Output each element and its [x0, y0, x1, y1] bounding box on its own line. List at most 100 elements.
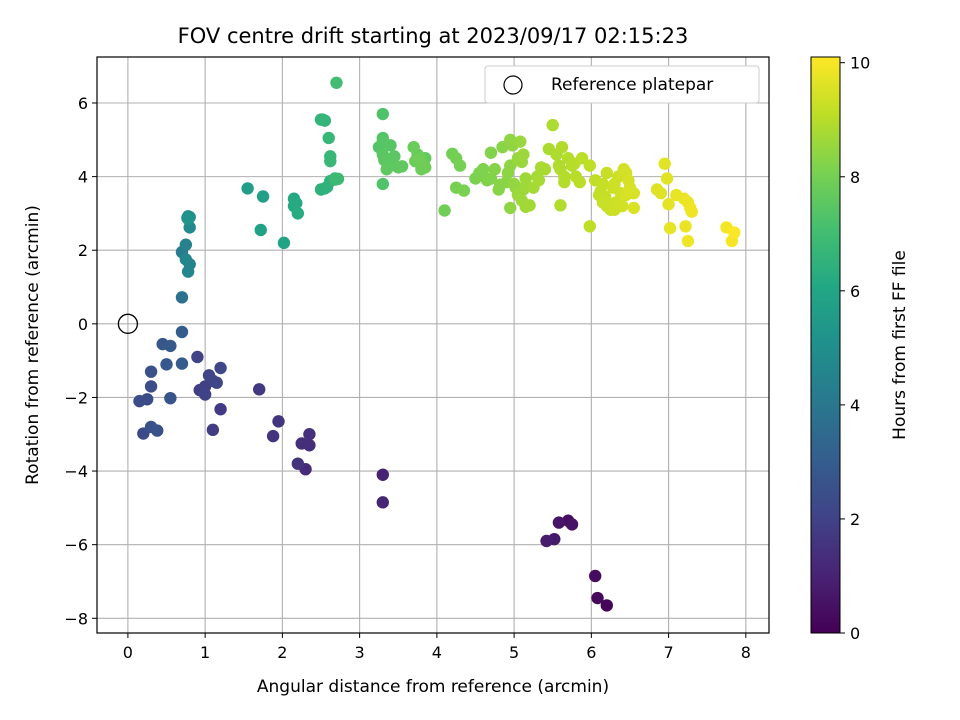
data-point	[291, 207, 305, 220]
y-tick-label: 2	[78, 241, 88, 260]
x-tick-label: 3	[355, 643, 365, 662]
x-tick-label: 8	[741, 643, 751, 662]
data-point	[144, 420, 158, 434]
data-point	[376, 177, 389, 191]
data-point	[277, 236, 291, 250]
plot-frame	[96, 56, 770, 634]
grid-lines	[97, 57, 769, 633]
data-point	[565, 518, 579, 531]
data-point	[380, 163, 393, 176]
data-point	[583, 159, 596, 172]
data-point	[206, 423, 220, 437]
data-point	[202, 369, 216, 382]
data-point	[324, 154, 337, 168]
reference-platepar-marker	[117, 313, 139, 334]
x-tick-label: 2	[277, 643, 287, 662]
data-point	[241, 182, 254, 195]
colorbar: 0 2 4 6 8 10 Hours from first FF file	[810, 54, 910, 643]
data-point	[295, 437, 308, 450]
data-point	[376, 468, 389, 481]
data-point	[164, 339, 177, 353]
data-point	[376, 496, 389, 509]
data-point	[654, 186, 668, 200]
y-tick-label: 0	[78, 315, 88, 334]
colorbar-tick-label: 4	[850, 396, 860, 415]
y-tick-label: −6	[64, 536, 88, 555]
data-point	[290, 196, 303, 210]
colorbar-label: Hours from first FF file	[890, 250, 910, 440]
data-point	[175, 291, 189, 304]
data-point	[627, 201, 641, 215]
colorbar-tick-label: 10	[850, 54, 870, 73]
data-point	[488, 163, 501, 176]
data-point	[318, 114, 332, 127]
chart-title: FOV centre drift starting at 2023/09/17 …	[178, 24, 689, 48]
data-point	[662, 198, 675, 211]
data-point	[160, 358, 173, 371]
legend-label-reference: Reference platepar	[551, 75, 713, 95]
colorbar-tick-label: 6	[850, 282, 860, 301]
data-point	[658, 157, 671, 170]
data-point	[685, 205, 698, 218]
data-point	[376, 107, 389, 121]
y-tick-label: −4	[64, 462, 88, 481]
data-points	[133, 76, 741, 612]
y-axis-ticks: −8 −6 −4 −2 0 2 4 6	[64, 94, 97, 628]
data-point	[484, 146, 498, 159]
data-point	[179, 238, 193, 251]
data-point	[256, 190, 270, 203]
y-tick-label: −8	[64, 609, 88, 628]
data-point	[144, 380, 158, 393]
data-point	[181, 212, 195, 226]
data-point	[679, 220, 692, 233]
legend-marker-reference	[503, 75, 523, 95]
data-point	[198, 388, 212, 401]
data-point	[144, 365, 158, 378]
data-point	[575, 152, 589, 165]
x-axis-label: Angular distance from reference (arcmin)	[257, 677, 609, 697]
plot-area	[97, 57, 769, 633]
data-point	[214, 361, 227, 375]
data-point	[141, 393, 154, 406]
data-point	[322, 131, 335, 145]
data-point	[175, 357, 189, 370]
data-point	[583, 220, 596, 233]
data-point	[538, 163, 552, 176]
data-point	[438, 204, 451, 217]
data-point	[181, 265, 195, 278]
data-point	[540, 534, 553, 548]
data-point	[517, 148, 530, 161]
data-point	[589, 569, 602, 583]
data-point	[523, 199, 536, 212]
data-point	[179, 253, 193, 266]
data-point	[331, 172, 345, 186]
data-point	[164, 391, 177, 405]
x-tick-label: 1	[200, 643, 210, 662]
data-point	[600, 166, 613, 180]
colorbar-tick-label: 8	[850, 168, 860, 187]
x-tick-label: 0	[123, 643, 133, 662]
data-point	[591, 591, 604, 605]
data-point	[191, 350, 204, 364]
data-point	[477, 163, 490, 176]
data-point	[210, 376, 223, 389]
data-point	[608, 203, 621, 216]
data-point	[272, 415, 285, 428]
y-tick-label: 6	[78, 94, 88, 113]
y-tick-label: −2	[64, 388, 88, 407]
data-point	[504, 201, 517, 215]
data-point	[291, 457, 305, 470]
data-point	[214, 403, 227, 416]
data-point	[407, 140, 420, 154]
data-point	[253, 383, 266, 396]
data-point	[555, 140, 569, 154]
data-point	[558, 175, 571, 189]
data-point	[600, 599, 613, 612]
colorbar-tick-label: 0	[850, 624, 860, 643]
colorbar-ticks: 0 2 4 6 8 10	[840, 54, 870, 643]
y-axis-label: Rotation from reference (arcmin)	[23, 205, 43, 485]
legend-box	[484, 65, 760, 104]
data-point	[453, 159, 467, 172]
x-tick-label: 7	[663, 643, 673, 662]
